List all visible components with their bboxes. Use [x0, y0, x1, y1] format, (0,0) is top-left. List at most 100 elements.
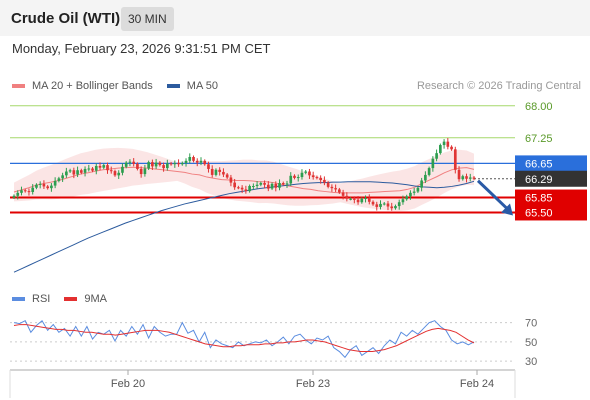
level-label-bg-4	[515, 204, 587, 221]
candle-body-58	[229, 177, 233, 183]
rsi-swatch	[12, 297, 25, 301]
candle-body-99	[382, 203, 386, 205]
candle-body-38	[154, 162, 158, 167]
candle-body-13	[61, 175, 64, 179]
candle-91	[352, 196, 356, 204]
candle-89	[345, 192, 349, 202]
instrument-title: Crude Oil (WTI)	[11, 10, 121, 27]
candle-body-61	[240, 187, 244, 190]
candle-body-75	[293, 175, 296, 178]
candle-body-69	[270, 183, 274, 189]
candle-40	[162, 162, 165, 172]
candle-body-92	[356, 199, 360, 203]
candle-86	[334, 184, 337, 192]
candle-body-88	[341, 192, 345, 196]
candle-34	[139, 166, 143, 178]
candle-121	[465, 173, 468, 183]
candle-39	[158, 161, 162, 167]
candle-body-112	[431, 158, 435, 169]
candle-26	[109, 166, 113, 174]
candle-68	[266, 181, 270, 192]
candle-body-106	[409, 192, 412, 197]
candle-14	[65, 167, 68, 178]
candle-98	[379, 200, 382, 210]
candle-body-90	[349, 198, 352, 200]
forecast-arrow-layer	[476, 179, 513, 216]
candle-body-7	[38, 183, 42, 185]
candle-body-51	[203, 160, 207, 165]
candle-body-20	[87, 168, 91, 170]
candle-93	[360, 197, 364, 204]
candle-body-81	[315, 177, 319, 179]
candle-75	[293, 174, 296, 180]
candle-body-62	[244, 189, 248, 192]
candle-body-100	[386, 203, 390, 207]
candle-body-76	[296, 177, 300, 179]
chart-header: Crude Oil (WTI) 30 MIN	[0, 0, 590, 36]
candle-body-63	[248, 186, 251, 192]
candle-body-8	[42, 183, 46, 187]
candle-96	[371, 200, 375, 206]
candle-body-28	[117, 172, 121, 176]
candle-23	[98, 162, 102, 171]
candle-58	[229, 174, 233, 187]
candle-body-45	[180, 162, 184, 165]
candle-43	[173, 160, 177, 168]
interval-button[interactable]: 30 MIN	[121, 7, 174, 31]
candle-body-59	[233, 182, 236, 188]
candle-119	[457, 166, 461, 182]
candle-41	[165, 159, 169, 171]
candle-body-29	[121, 166, 124, 173]
candle-90	[349, 197, 352, 201]
candle-113	[435, 149, 438, 162]
candle-body-104	[401, 199, 405, 203]
legend-ma20: MA 20 + Bollinger Bands	[12, 80, 153, 92]
bollinger-band	[14, 147, 474, 211]
candle-110	[424, 171, 427, 184]
candle-67	[263, 180, 266, 189]
candle-body-34	[139, 168, 143, 175]
candle-95	[367, 194, 371, 205]
candle-body-10	[50, 185, 53, 189]
candle-body-53	[210, 168, 214, 175]
level-label-3: 65.85	[525, 193, 553, 205]
candle-body-98	[379, 203, 382, 207]
candle-0	[12, 194, 16, 200]
candle-62	[244, 185, 248, 194]
candle-100	[386, 200, 390, 211]
legend-rsi-ma: 9MA	[64, 293, 107, 305]
candle-body-14	[65, 171, 68, 176]
candle-body-27	[113, 171, 117, 176]
candle-3	[23, 188, 27, 193]
level-label-bg-3	[515, 189, 587, 206]
candle-body-107	[412, 191, 416, 193]
rsi-ma-swatch	[64, 297, 78, 301]
candle-body-31	[128, 161, 132, 163]
candle-117	[450, 145, 453, 151]
legend-rsi: RSI	[12, 293, 50, 305]
candle-body-123	[472, 177, 476, 179]
candle-112	[431, 156, 435, 172]
candle-18	[79, 168, 83, 175]
candle-body-71	[278, 183, 281, 188]
candle-24	[102, 163, 106, 170]
candle-body-47	[188, 157, 192, 161]
candle-33	[136, 162, 139, 171]
candle-72	[281, 181, 285, 186]
candle-body-43	[173, 162, 177, 165]
candle-body-77	[300, 172, 304, 178]
candle-97	[375, 201, 379, 211]
legend-rsi-label: RSI	[32, 293, 51, 305]
candle-body-102	[394, 206, 397, 209]
candle-body-66	[259, 183, 263, 185]
candle-87	[338, 187, 341, 194]
candle-17	[76, 166, 79, 178]
candle-4	[27, 188, 31, 196]
candle-21	[91, 167, 94, 173]
level-label-0: 68.00	[525, 101, 553, 113]
level-lines-layer	[10, 105, 515, 214]
candle-102	[394, 204, 397, 210]
level-label-4: 65.50	[525, 207, 553, 219]
candle-108	[416, 186, 420, 194]
